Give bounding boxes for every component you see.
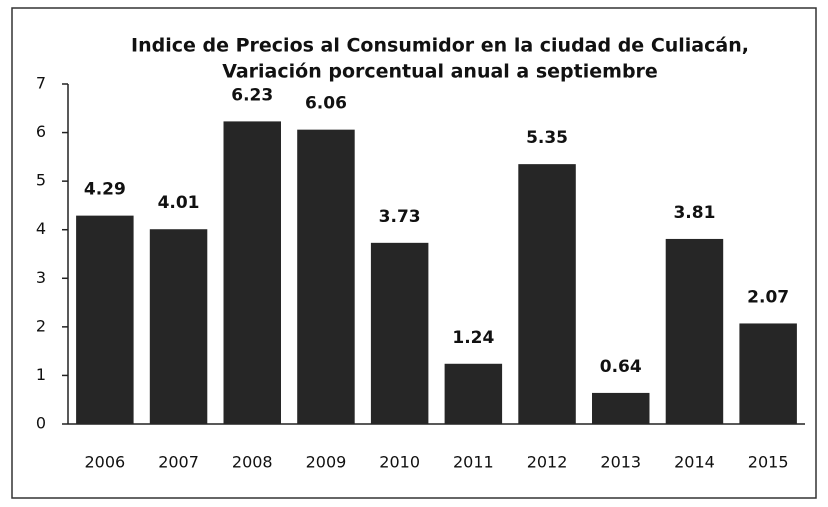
y-tick-label: 6 (36, 122, 46, 141)
y-tick-label: 4 (36, 219, 46, 238)
bar (444, 363, 503, 424)
x-tick-label: 2008 (232, 453, 273, 472)
y-tick-label: 3 (36, 268, 46, 287)
x-tick-label: 2009 (306, 453, 347, 472)
bar (223, 121, 281, 425)
data-label: 1.24 (452, 328, 494, 348)
chart-subtitle: Variación porcentual anual a septiembre (222, 61, 658, 83)
x-tick-label: 2014 (674, 453, 715, 472)
data-label: 3.81 (673, 203, 715, 223)
y-tick-label: 7 (36, 74, 46, 93)
data-label: 4.01 (158, 193, 200, 213)
bar (149, 229, 208, 424)
data-label: 3.73 (379, 207, 421, 227)
data-label: 6.23 (231, 85, 273, 105)
chart-frame (11, 7, 817, 499)
bar (297, 129, 355, 424)
data-label: 4.29 (84, 180, 126, 200)
bar (665, 238, 724, 424)
y-tick-label: 1 (36, 365, 46, 384)
data-label: 2.07 (747, 287, 789, 307)
bar (739, 323, 797, 424)
bar (518, 164, 576, 424)
x-tick-label: 2013 (600, 453, 641, 472)
x-tick-label: 2007 (158, 453, 199, 472)
y-tick-label: 0 (36, 414, 46, 433)
data-label: 0.64 (600, 357, 642, 377)
data-label: 6.06 (305, 94, 347, 114)
x-tick-label: 2012 (527, 453, 568, 472)
bar (592, 392, 650, 424)
x-tick-label: 2015 (748, 453, 789, 472)
data-label: 5.35 (526, 128, 568, 148)
y-tick-label: 2 (36, 316, 46, 335)
chart-title: Indice de Precios al Consumidor en la ci… (131, 35, 749, 57)
x-tick-label: 2011 (453, 453, 494, 472)
x-tick-label: 2006 (84, 453, 125, 472)
bar (76, 215, 134, 424)
x-tick-label: 2010 (379, 453, 420, 472)
y-tick-label: 5 (36, 171, 46, 190)
bar (370, 242, 429, 424)
